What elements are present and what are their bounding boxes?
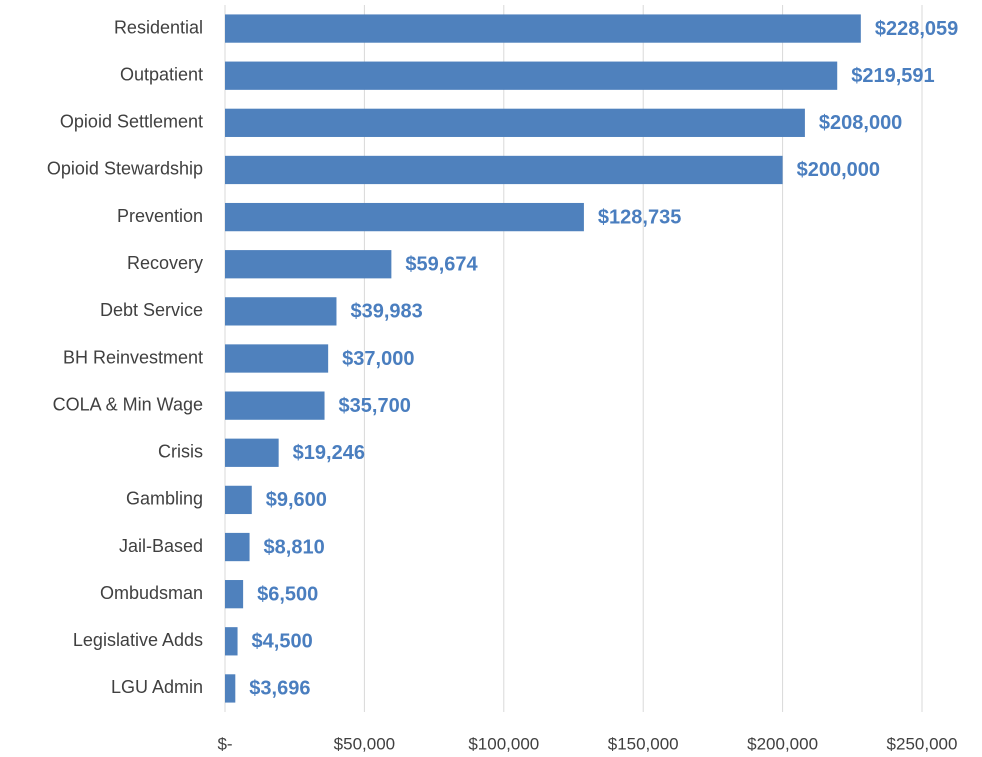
bar [225,108,805,137]
y-tick-label: Opioid Settlement [60,112,203,132]
y-tick-label: Residential [114,17,203,37]
bar [225,580,244,609]
y-tick-label: Outpatient [120,64,203,84]
x-tick-label: $150,000 [608,734,679,753]
value-label: $8,810 [264,536,325,558]
value-label: $35,700 [339,395,411,417]
value-label: $208,000 [819,112,902,134]
value-label: $128,735 [598,206,681,228]
bar [225,438,279,467]
value-label: $19,246 [293,442,365,464]
value-label: $39,983 [350,301,422,323]
x-tick-label: $- [217,734,232,753]
value-label: $219,591 [851,65,934,87]
bar [225,344,329,373]
value-label: $59,674 [405,254,478,276]
y-tick-label: Crisis [158,442,203,462]
y-tick-label: Gambling [126,489,203,509]
x-tick-label: $100,000 [468,734,539,753]
bar [225,297,337,326]
bar [225,250,392,279]
y-tick-label: COLA & Min Wage [53,394,203,414]
value-label: $37,000 [342,348,414,370]
y-tick-label: BH Reinvestment [63,347,203,367]
bar [225,202,584,232]
x-tick-label: $250,000 [887,734,958,753]
y-tick-label: Recovery [127,253,203,273]
y-tick-label: Legislative Adds [73,630,203,650]
y-tick-label: Prevention [117,206,203,226]
value-label: $9,600 [266,489,327,511]
bar [225,627,238,656]
y-tick-label: LGU Admin [111,677,203,697]
value-label: $200,000 [797,159,880,181]
value-label: $228,059 [875,18,958,40]
bar [225,61,838,90]
bar [225,155,783,185]
x-tick-label: $200,000 [747,734,818,753]
y-tick-label: Jail-Based [119,536,203,556]
value-label: $3,696 [249,678,310,700]
bar [225,391,325,420]
bar [225,532,250,562]
y-tick-label: Debt Service [100,300,203,320]
y-tick-label: Opioid Stewardship [47,159,203,179]
y-tick-label: Ombudsman [100,583,203,603]
value-label: $6,500 [257,583,318,605]
value-label: $4,500 [252,631,313,653]
bar [225,485,252,515]
bar [225,14,861,43]
x-tick-label: $50,000 [334,734,395,753]
bar [225,674,236,703]
